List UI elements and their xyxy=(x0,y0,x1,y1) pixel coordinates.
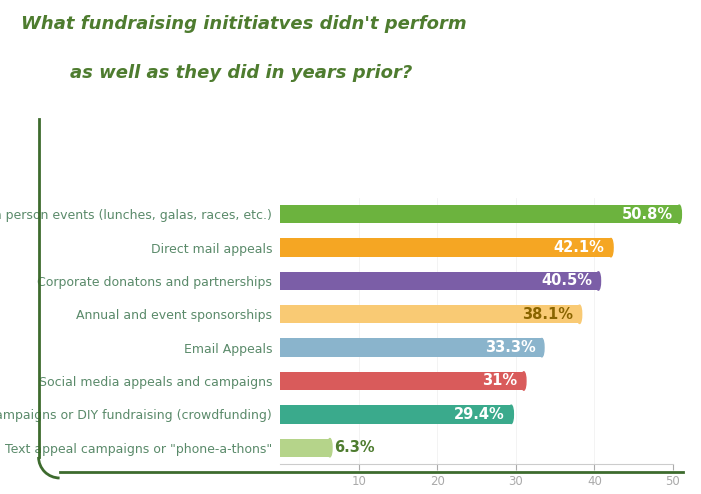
Text: 29.4%: 29.4% xyxy=(454,407,505,422)
Circle shape xyxy=(522,372,526,390)
Text: 50.8%: 50.8% xyxy=(622,207,673,222)
Bar xyxy=(280,338,542,357)
Circle shape xyxy=(327,439,332,457)
Text: 40.5%: 40.5% xyxy=(541,274,592,288)
Text: 42.1%: 42.1% xyxy=(554,240,605,255)
Text: 31%: 31% xyxy=(482,373,517,388)
Bar xyxy=(280,239,611,257)
Text: 6.3%: 6.3% xyxy=(334,440,375,455)
Text: as well as they did in years prior?: as well as they did in years prior? xyxy=(70,64,412,82)
Text: What fundraising inititiatves didn't perform: What fundraising inititiatves didn't per… xyxy=(21,15,467,33)
Circle shape xyxy=(540,338,544,357)
Bar xyxy=(280,272,599,290)
Circle shape xyxy=(597,272,601,290)
Circle shape xyxy=(509,405,513,423)
Bar xyxy=(280,305,580,324)
Text: 33.3%: 33.3% xyxy=(485,340,536,355)
Bar xyxy=(280,405,511,423)
Bar xyxy=(280,439,330,457)
Text: 38.1%: 38.1% xyxy=(522,307,573,322)
Circle shape xyxy=(578,305,582,324)
Bar xyxy=(280,205,679,223)
Circle shape xyxy=(677,205,681,223)
Bar xyxy=(280,372,524,390)
Circle shape xyxy=(608,239,613,257)
